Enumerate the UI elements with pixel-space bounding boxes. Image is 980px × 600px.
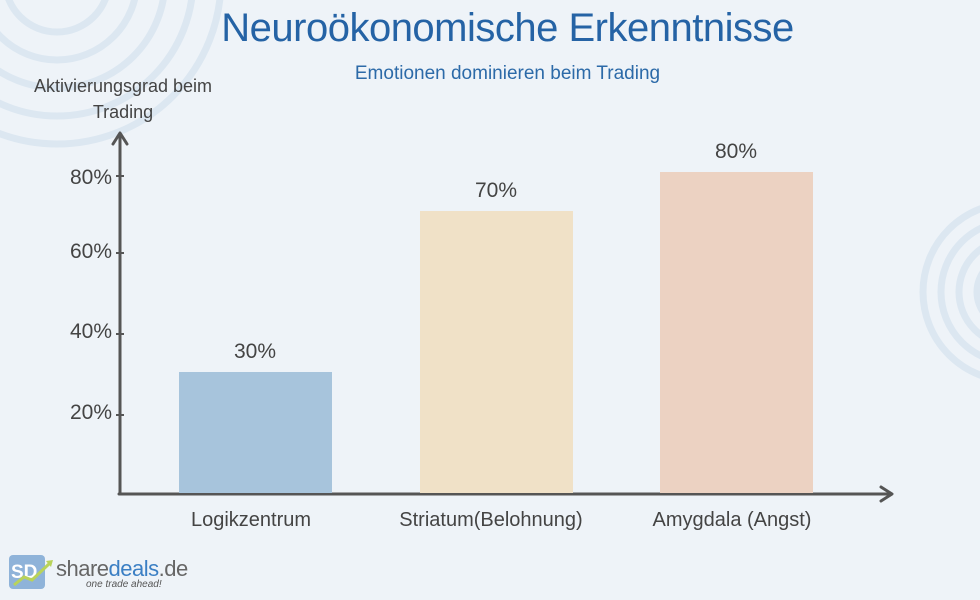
bar-logikzentrum [179, 372, 332, 493]
bar-striatum [420, 211, 573, 493]
bar-amygdala [660, 172, 813, 493]
sharedeals-logo: SD sharedeals.de one trade ahead! [8, 553, 198, 595]
chart-subtitle: Emotionen dominieren beim Trading [354, 63, 661, 84]
category-label-striatum: Striatum(Belohnung) [399, 509, 583, 531]
logo-wordmark: sharedeals.de [56, 556, 188, 582]
logo-tagline: one trade ahead! [86, 579, 162, 590]
y-tick-40: 40% [69, 320, 112, 343]
y-axis-label-line2: Trading [92, 102, 154, 122]
y-tick-60: 60% [69, 240, 112, 263]
sd-chart-logo-icon: SD [9, 555, 53, 589]
logo-share: share [56, 556, 109, 581]
y-axis-label: Aktivierungsgrad beim Trading [16, 73, 230, 125]
value-label-amygdala: 80% [714, 140, 758, 163]
y-tick-20: 20% [69, 401, 112, 424]
y-axis-label-line1: Aktivierungsgrad beim [33, 76, 213, 96]
logo-deals: deals [108, 556, 160, 581]
chart-title: Neuroökonomische Erkenntnisse [221, 6, 794, 50]
y-tick-80: 80% [69, 166, 112, 189]
category-label-amygdala: Amygdala (Angst) [652, 509, 812, 531]
value-label-striatum: 70% [474, 179, 518, 202]
category-label-logikzentrum: Logikzentrum [190, 509, 312, 531]
value-label-logikzentrum: 30% [233, 340, 277, 363]
logo-tld: .de [158, 556, 189, 581]
svg-text:SD: SD [11, 562, 37, 583]
